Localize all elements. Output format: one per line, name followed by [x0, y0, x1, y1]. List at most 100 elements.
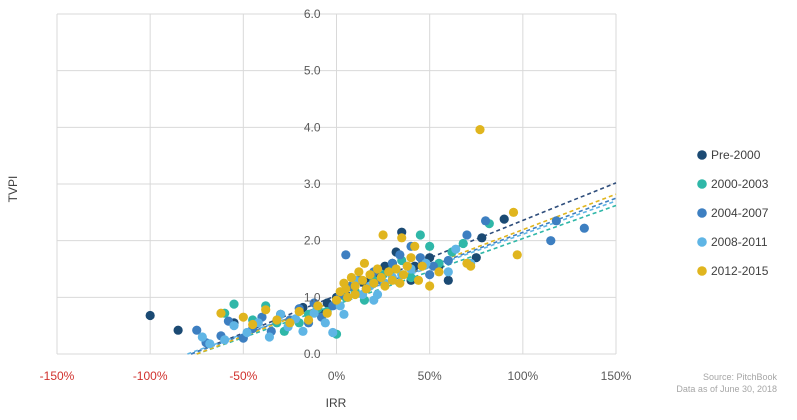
point-2012-2015 [303, 315, 314, 325]
point-2012-2015 [248, 319, 258, 330]
point-2012-2015 [369, 278, 379, 288]
point-2008-2011 [220, 335, 230, 345]
y-axis-ticks: 0.0 1.0 2.0 3.0 4.0 5.0 6.0 [304, 7, 321, 361]
legend-marker [697, 237, 707, 247]
legend-marker [697, 208, 707, 218]
legend-marker [697, 266, 707, 276]
x-tick-label: -50% [229, 369, 257, 383]
point-Pre-2000 [477, 233, 487, 243]
point-2012-2015 [285, 318, 295, 328]
point-2008-2011 [242, 327, 252, 338]
x-tick-label: -100% [133, 369, 168, 383]
point-2004-2007 [579, 223, 589, 233]
point-2012-2015 [359, 258, 370, 268]
point-2008-2011 [451, 244, 461, 254]
point-2012-2015 [272, 315, 282, 325]
data-points [145, 125, 589, 349]
point-2004-2007 [462, 230, 472, 240]
point-2004-2007 [341, 250, 351, 260]
point-2012-2015 [372, 264, 383, 274]
point-2012-2015 [475, 125, 485, 135]
point-2012-2015 [365, 270, 375, 280]
point-2000-2003 [229, 299, 239, 309]
point-2004-2007 [428, 261, 438, 271]
x-tick-label: -150% [40, 369, 75, 383]
point-2012-2015 [350, 281, 360, 291]
point-2012-2015 [508, 207, 519, 217]
legend-marker [697, 179, 707, 189]
point-2004-2007 [395, 250, 405, 260]
y-tick-label: 2.0 [304, 234, 321, 248]
y-tick-label: 5.0 [304, 64, 321, 78]
source-note: Source: PitchBook [702, 372, 777, 382]
legend-marker [697, 150, 707, 160]
point-2012-2015 [361, 284, 371, 294]
point-2008-2011 [339, 309, 349, 319]
point-2012-2015 [376, 272, 386, 283]
point-2012-2015 [398, 270, 409, 280]
x-tick-label: 50% [418, 369, 442, 383]
point-2004-2007 [546, 236, 556, 246]
point-2012-2015 [343, 292, 353, 302]
point-2012-2015 [413, 275, 424, 285]
point-2008-2011 [369, 295, 379, 305]
point-2012-2015 [417, 261, 427, 271]
point-2012-2015 [346, 272, 357, 283]
point-2004-2007 [480, 216, 491, 226]
point-2012-2015 [391, 264, 401, 274]
legend: Pre-2000 2000-2003 2004-2007 2008-2011 2012-… [697, 148, 769, 278]
point-2012-2015 [406, 253, 416, 263]
point-2004-2007 [192, 325, 202, 335]
x-axis-ticks: -150% -100% -50% 0% 50% 100% 150% [40, 369, 632, 383]
legend-label: Pre-2000 [711, 148, 761, 162]
x-tick-label: 100% [507, 369, 538, 383]
y-tick-label: 6.0 [304, 7, 321, 21]
point-2008-2011 [264, 332, 275, 342]
y-tick-label: 0.0 [304, 347, 321, 361]
point-2008-2011 [328, 327, 338, 338]
point-2012-2015 [402, 261, 412, 271]
point-2012-2015 [395, 278, 405, 288]
point-2012-2015 [238, 312, 248, 322]
point-Pre-2000 [499, 214, 509, 224]
point-2004-2007 [425, 270, 435, 280]
point-2008-2011 [443, 267, 453, 277]
point-2012-2015 [512, 250, 522, 260]
point-2012-2015 [434, 267, 444, 277]
legend-label: 2012-2015 [711, 264, 769, 278]
point-2012-2015 [331, 295, 342, 305]
point-2000-2003 [415, 230, 425, 240]
trendline-Pre-2000 [190, 182, 617, 355]
point-2008-2011 [298, 326, 308, 336]
point-2012-2015 [410, 241, 420, 251]
point-2012-2015 [378, 230, 388, 240]
point-Pre-2000 [443, 275, 453, 285]
x-axis-title: IRR [326, 396, 347, 410]
point-2012-2015 [357, 275, 368, 285]
point-2008-2011 [197, 332, 207, 342]
point-2012-2015 [387, 275, 397, 285]
y-tick-label: 3.0 [304, 177, 321, 191]
data-date-note: Data as of June 30, 2018 [676, 384, 777, 394]
point-2012-2015 [294, 306, 304, 317]
y-tick-label: 1.0 [304, 290, 321, 304]
point-2000-2003 [406, 272, 416, 283]
point-2012-2015 [354, 267, 364, 277]
point-Pre-2000 [145, 310, 155, 321]
point-2004-2007 [551, 216, 561, 226]
point-2008-2011 [229, 321, 239, 331]
legend-label: 2008-2011 [711, 235, 768, 249]
point-2008-2011 [320, 318, 330, 328]
point-2012-2015 [216, 308, 226, 318]
x-tick-label: 0% [328, 369, 346, 383]
point-2012-2015 [397, 233, 407, 243]
point-2012-2015 [466, 261, 476, 271]
point-2000-2003 [458, 238, 468, 249]
legend-label: 2000-2003 [711, 177, 769, 191]
y-axis-title: TVPI [6, 176, 20, 203]
point-2000-2003 [425, 241, 435, 251]
legend-label: 2004-2007 [711, 206, 769, 220]
point-2012-2015 [384, 267, 394, 277]
y-tick-label: 4.0 [304, 120, 321, 134]
